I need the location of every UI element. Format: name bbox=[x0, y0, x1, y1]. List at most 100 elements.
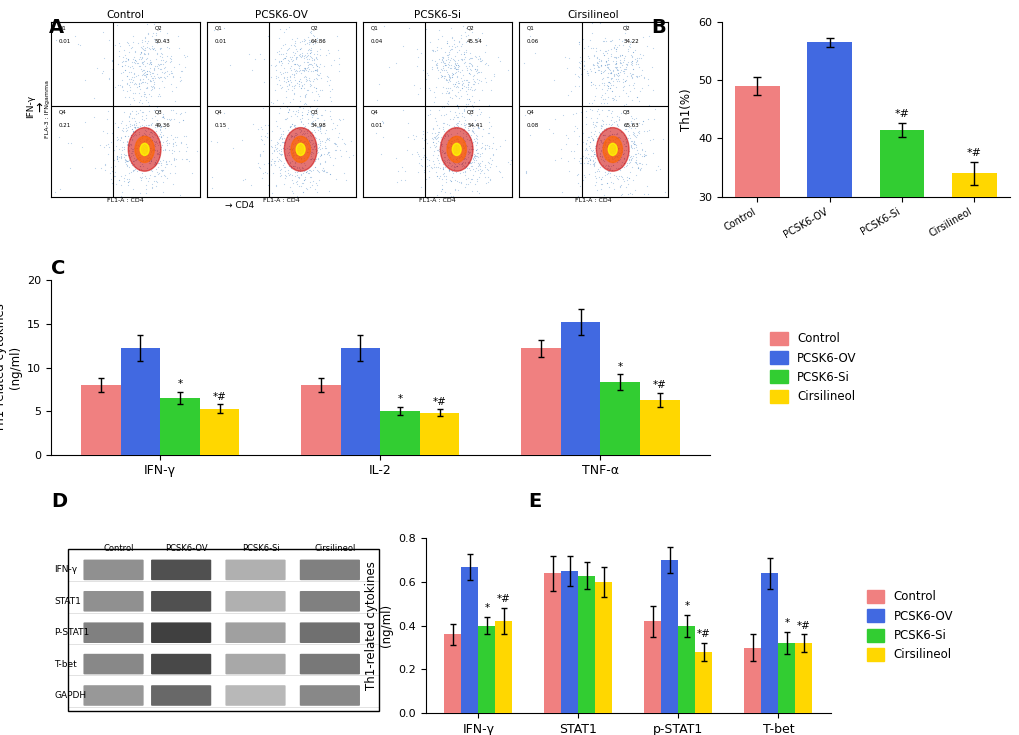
Point bbox=[149, 166, 165, 178]
Point bbox=[138, 31, 154, 43]
Point bbox=[95, 26, 111, 37]
Point bbox=[162, 167, 178, 179]
Point bbox=[621, 165, 637, 177]
Point bbox=[632, 148, 648, 160]
Point bbox=[441, 45, 458, 57]
Point bbox=[156, 112, 172, 124]
Point bbox=[450, 44, 467, 56]
Ellipse shape bbox=[290, 136, 310, 162]
Point bbox=[448, 154, 465, 166]
Point bbox=[267, 179, 283, 191]
FancyBboxPatch shape bbox=[300, 654, 360, 675]
Point bbox=[461, 52, 477, 64]
Point bbox=[463, 125, 479, 137]
Point bbox=[464, 143, 480, 155]
Point bbox=[302, 75, 318, 87]
Point bbox=[441, 54, 458, 66]
Point bbox=[306, 81, 322, 93]
Point bbox=[602, 35, 619, 47]
Point bbox=[138, 135, 154, 146]
Point bbox=[297, 127, 313, 139]
Point bbox=[613, 59, 630, 71]
Point bbox=[309, 46, 325, 57]
Point bbox=[148, 180, 164, 192]
Bar bbox=[200, 409, 239, 455]
Point bbox=[612, 126, 629, 137]
Point bbox=[447, 140, 464, 152]
Point bbox=[298, 64, 314, 76]
Point bbox=[297, 89, 313, 101]
Point bbox=[463, 64, 479, 76]
Point bbox=[286, 87, 303, 98]
Point bbox=[438, 137, 454, 149]
Point bbox=[613, 146, 630, 157]
Point bbox=[596, 135, 612, 147]
Point bbox=[300, 118, 316, 129]
Point bbox=[599, 165, 615, 177]
Point bbox=[600, 44, 616, 56]
Point bbox=[305, 164, 321, 176]
Point bbox=[131, 160, 148, 172]
Point bbox=[280, 76, 297, 87]
Point bbox=[302, 145, 318, 157]
Point bbox=[445, 60, 462, 72]
Point bbox=[620, 43, 636, 55]
Point bbox=[256, 138, 272, 150]
Point bbox=[280, 149, 297, 161]
Text: GAPDH: GAPDH bbox=[54, 691, 87, 700]
Point bbox=[623, 60, 639, 71]
Point bbox=[446, 122, 463, 134]
Point bbox=[599, 130, 615, 142]
Point bbox=[463, 81, 479, 93]
Point bbox=[303, 79, 319, 91]
Point bbox=[303, 154, 319, 165]
Point bbox=[149, 146, 165, 157]
Point bbox=[114, 144, 130, 156]
Point bbox=[140, 77, 156, 89]
Point bbox=[138, 69, 154, 81]
Point bbox=[455, 120, 472, 132]
Point bbox=[119, 70, 136, 82]
Point bbox=[272, 42, 288, 54]
Point bbox=[290, 151, 307, 162]
Text: *#: *# bbox=[696, 629, 710, 639]
FancyBboxPatch shape bbox=[225, 685, 285, 706]
Point bbox=[300, 31, 316, 43]
Point bbox=[611, 181, 628, 193]
Point bbox=[633, 143, 649, 155]
Point bbox=[327, 138, 343, 150]
Point bbox=[118, 158, 135, 170]
Point bbox=[466, 150, 482, 162]
Point bbox=[601, 82, 618, 93]
Point bbox=[291, 95, 308, 107]
Point bbox=[260, 157, 276, 169]
Point bbox=[445, 62, 462, 74]
Point bbox=[137, 141, 153, 153]
Point bbox=[435, 132, 451, 144]
Point bbox=[443, 69, 460, 81]
Point bbox=[434, 168, 450, 179]
Point bbox=[626, 157, 642, 168]
Point bbox=[106, 39, 122, 51]
Point bbox=[117, 154, 133, 166]
Point bbox=[312, 49, 328, 61]
Point bbox=[123, 76, 140, 87]
Point bbox=[627, 140, 643, 151]
Point bbox=[587, 149, 603, 161]
Point bbox=[435, 57, 451, 69]
Point bbox=[610, 143, 627, 154]
Point bbox=[616, 140, 633, 152]
Y-axis label: Th1(%): Th1(%) bbox=[679, 88, 692, 131]
Point bbox=[440, 164, 457, 176]
FancyBboxPatch shape bbox=[300, 685, 360, 706]
Point bbox=[596, 139, 612, 151]
Point bbox=[114, 136, 130, 148]
Point bbox=[427, 166, 443, 178]
Point bbox=[608, 132, 625, 144]
Point bbox=[136, 143, 152, 155]
Point bbox=[457, 26, 473, 38]
Point bbox=[275, 137, 291, 148]
Point bbox=[277, 47, 293, 59]
Point bbox=[131, 60, 148, 71]
Point bbox=[581, 154, 597, 166]
